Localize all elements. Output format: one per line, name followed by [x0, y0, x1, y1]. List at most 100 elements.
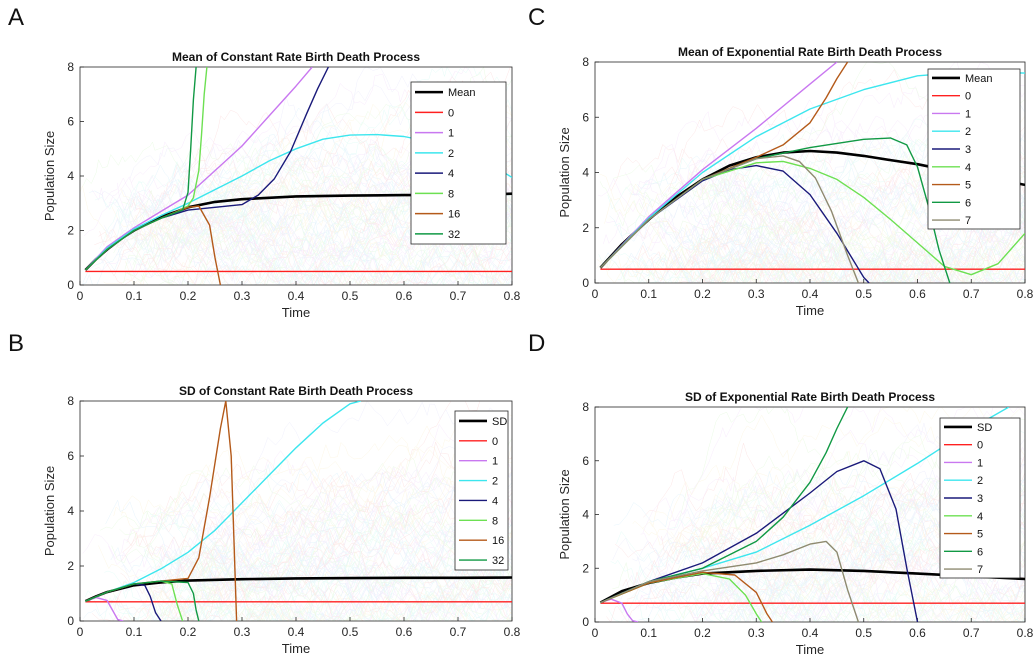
series-line-32	[85, 580, 200, 621]
chart-panel-1: 0 0.1 0.2 0.3 0.4 0.5 0.6 0.7 0.8 0 2 4 6 8 Mean of Ex…	[557, 45, 1034, 318]
x-tick-label: 0.2	[180, 625, 197, 639]
legend-entry: 2	[977, 475, 983, 487]
x-tick-label: 0	[592, 287, 599, 301]
x-tick-label: 0.4	[288, 289, 305, 303]
y-tick-label: 8	[582, 400, 589, 414]
y-tick-label: 2	[67, 224, 74, 238]
series-group	[84, 401, 512, 621]
legend-entry: 1	[492, 456, 498, 468]
x-tick-label: 0.7	[963, 626, 980, 640]
panel-letter-d: D	[528, 330, 546, 357]
legend-entry: 1	[977, 457, 983, 469]
y-tick-label: 2	[582, 221, 589, 235]
chart-title: SD of Constant Rate Birth Death Process	[179, 384, 413, 398]
legend: Mean 0 1 2 4 8 16 32	[410, 81, 507, 245]
series-line-7	[600, 540, 860, 622]
x-axis-label: Time	[282, 641, 310, 656]
x-axis-label: Time	[796, 642, 824, 657]
legend-entry: 2	[965, 126, 971, 138]
legend-entry: 0	[965, 91, 971, 103]
chart-title: Mean of Constant Rate Birth Death Proces…	[172, 50, 420, 64]
y-tick-label: 8	[67, 394, 74, 408]
legend-entry: 7	[977, 564, 983, 576]
x-tick-label: 0.2	[180, 289, 197, 303]
y-axis-label: Population Size	[42, 131, 57, 221]
y-tick-label: 6	[582, 110, 589, 124]
legend: SD 0 1 2 4 8 16 32	[454, 410, 509, 571]
y-tick-label: 4	[67, 504, 74, 518]
series-group	[84, 67, 512, 285]
legend-entry: 2	[492, 476, 498, 488]
legend-entry: 5	[965, 180, 971, 192]
legend-entry: SD	[492, 416, 507, 428]
x-tick-label: 0.1	[640, 626, 657, 640]
x-tick-label: 0.5	[855, 626, 872, 640]
panel-letter-c: C	[528, 4, 546, 31]
chart-title: Mean of Exponential Rate Birth Death Pro…	[678, 45, 942, 59]
legend: Mean 0 1 2 3 4 5 6 7	[927, 68, 1021, 230]
x-tick-label: 0.1	[126, 289, 143, 303]
y-tick-label: 2	[582, 561, 589, 575]
x-tick-label: 0.5	[342, 289, 359, 303]
legend-entry: Mean	[965, 73, 993, 85]
y-tick-label: 4	[582, 166, 589, 180]
y-tick-label: 0	[582, 615, 589, 629]
y-tick-label: 0	[582, 276, 589, 290]
legend-entry: 32	[492, 555, 504, 567]
y-tick-label: 4	[582, 508, 589, 522]
legend-entry: 3	[977, 493, 983, 505]
legend-entry: 8	[448, 188, 454, 200]
legend-entry: 4	[448, 168, 454, 180]
y-axis-label: Population Size	[557, 469, 572, 559]
legend-entry: 1	[448, 128, 454, 140]
y-tick-label: 0	[67, 614, 74, 628]
legend-entry: 0	[977, 440, 983, 452]
legend-entry: 6	[965, 197, 971, 209]
x-tick-label: 0.5	[342, 625, 359, 639]
panel-letter-a: A	[8, 4, 25, 31]
legend-entry: SD	[977, 422, 992, 434]
series-line-1	[85, 596, 124, 621]
x-tick-label: 0.8	[1017, 626, 1034, 640]
x-tick-label: 0	[77, 289, 84, 303]
x-tick-label: 0.7	[963, 287, 980, 301]
series-line-16	[85, 401, 238, 621]
series-line-1	[84, 67, 313, 271]
x-tick-label: 0.8	[504, 289, 521, 303]
legend-entry: 8	[492, 515, 498, 527]
series-line-1	[599, 62, 838, 269]
legend-entry: 0	[448, 107, 454, 119]
legend-box	[454, 410, 509, 571]
x-tick-label: 0.4	[802, 626, 819, 640]
legend-entry: 1	[965, 108, 971, 120]
x-tick-label: 0.3	[234, 625, 251, 639]
y-tick-label: 4	[67, 169, 74, 183]
x-tick-label: 0.1	[126, 625, 143, 639]
legend-entry: 16	[448, 209, 460, 221]
x-tick-label: 0.2	[694, 626, 711, 640]
x-tick-label: 0.7	[450, 289, 467, 303]
series-line-7	[599, 155, 860, 283]
x-tick-label: 0.8	[1017, 287, 1034, 301]
legend: SD 0 1 2 3 4 5 6 7	[939, 417, 1021, 579]
x-tick-label: 0.7	[450, 625, 467, 639]
x-tick-label: 0.8	[504, 625, 521, 639]
chart-panel-0: 0 0.1 0.2 0.3 0.4 0.5 0.6 0.7 0.8 0 2 4 6 8 Mean of Co…	[42, 50, 521, 320]
x-tick-label: 0	[77, 625, 84, 639]
legend-box	[410, 81, 507, 245]
x-tick-label: 0.6	[396, 289, 413, 303]
series-line-5	[600, 571, 773, 622]
x-axis-label: Time	[796, 303, 824, 318]
y-tick-label: 0	[67, 278, 74, 292]
chart-panel-2: 0 0.1 0.2 0.3 0.4 0.5 0.6 0.7 0.8 0 2 4 6 8 SD of Cons…	[42, 384, 521, 656]
x-tick-label: 0.3	[748, 287, 765, 301]
x-axis-label: Time	[282, 305, 310, 320]
x-tick-label: 0.4	[288, 625, 305, 639]
legend-entry: 6	[977, 546, 983, 558]
legend-entry: 7	[965, 215, 971, 227]
y-tick-label: 6	[67, 449, 74, 463]
y-axis-label: Population Size	[557, 127, 572, 217]
x-tick-label: 0.3	[748, 626, 765, 640]
legend-entry: 32	[448, 229, 460, 241]
